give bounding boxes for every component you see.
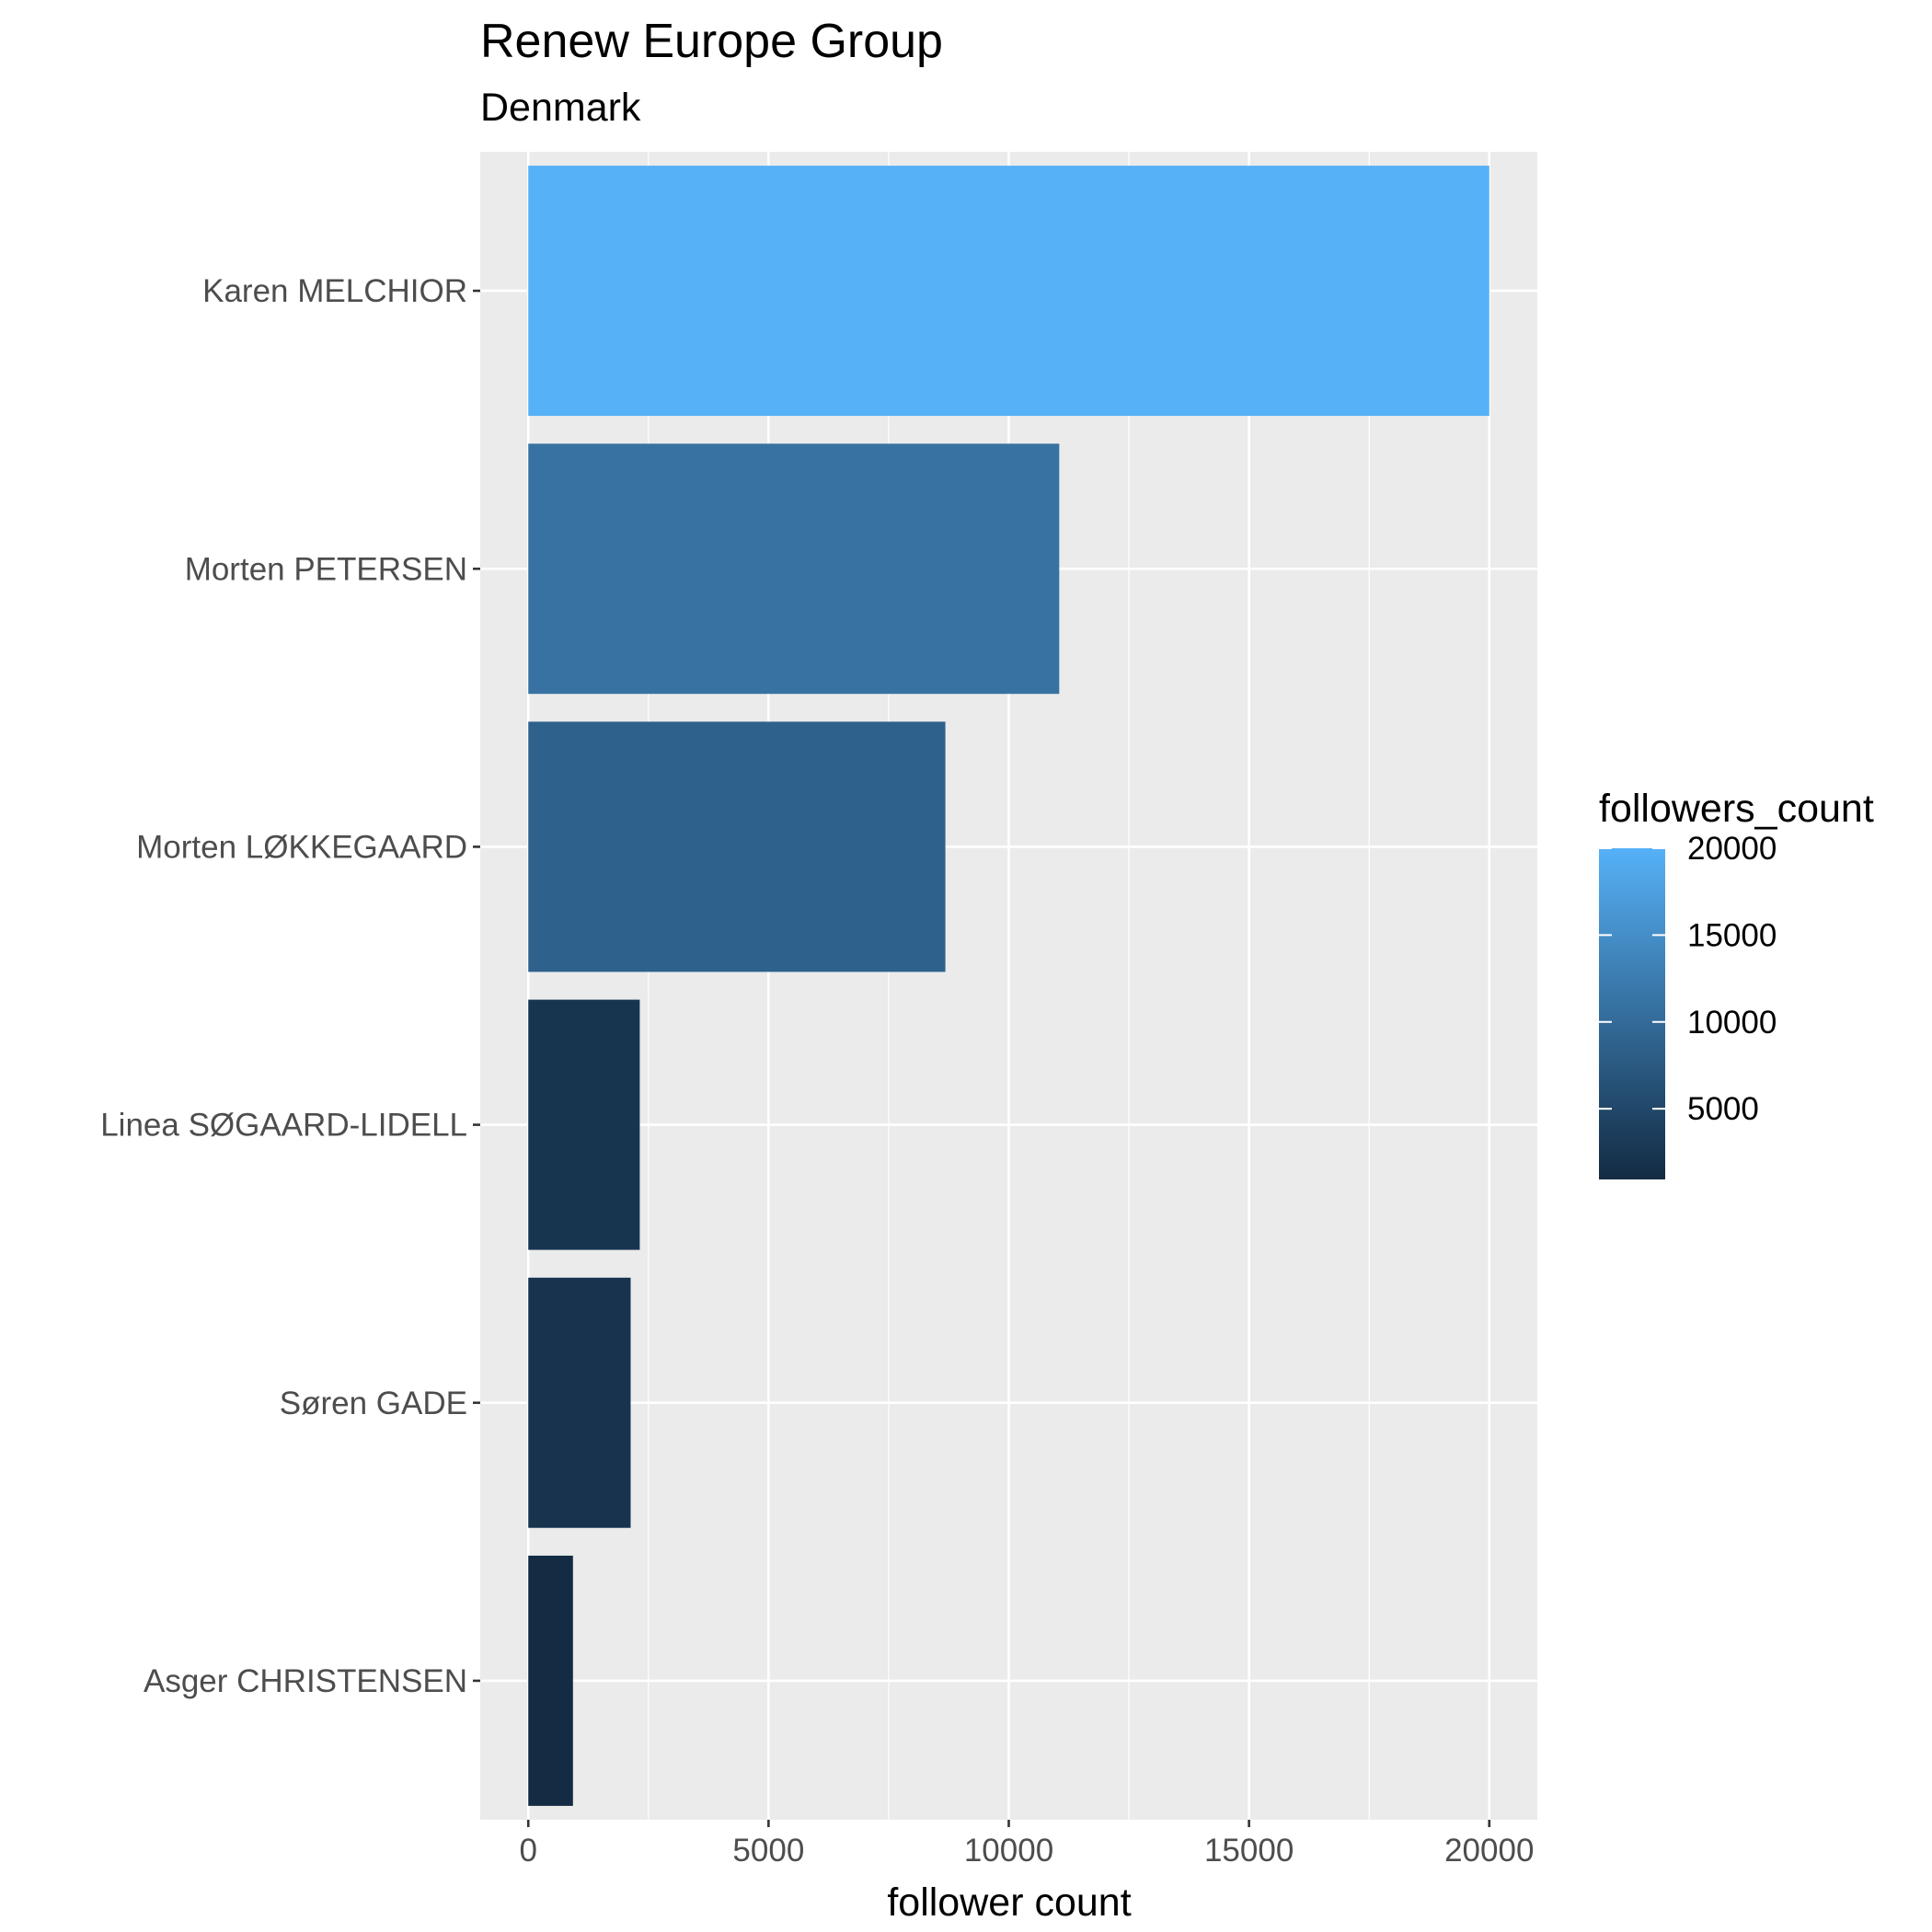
x-tick-label: 0 bbox=[519, 1833, 536, 1869]
chart-title: Renew Europe Group bbox=[480, 15, 943, 68]
legend-tick-label: 15000 bbox=[1687, 917, 1777, 953]
y-tick-label: Linea SØGAARD-LIDELL bbox=[100, 1108, 467, 1144]
y-tick-label: Karen MELCHIOR bbox=[202, 273, 467, 309]
legend-tick-label: 10000 bbox=[1687, 1005, 1777, 1041]
legend-colorbar bbox=[1599, 848, 1665, 1179]
x-tick-label: 10000 bbox=[964, 1833, 1053, 1869]
x-tick-label: 5000 bbox=[732, 1833, 804, 1869]
legend-tick-label: 5000 bbox=[1687, 1091, 1759, 1127]
y-tick-label: Morten LØKKEGAARD bbox=[136, 829, 467, 865]
x-tick-label: 20000 bbox=[1444, 1833, 1534, 1869]
y-tick-label: Asger CHRISTENSEN bbox=[144, 1663, 467, 1699]
bar bbox=[528, 1555, 573, 1806]
legend-tick-label: 20000 bbox=[1687, 831, 1777, 867]
y-tick-label: Søren GADE bbox=[280, 1386, 467, 1421]
bar bbox=[528, 1277, 631, 1528]
y-tick-label: Morten PETERSEN bbox=[185, 551, 467, 587]
x-tick-label: 15000 bbox=[1204, 1833, 1294, 1869]
bar bbox=[528, 443, 1060, 695]
chart-subtitle: Denmark bbox=[480, 86, 641, 130]
bar bbox=[528, 166, 1489, 417]
legend-title: followers_count bbox=[1599, 787, 1874, 831]
bar bbox=[528, 721, 946, 972]
x-axis-title: follower count bbox=[887, 1880, 1131, 1925]
bar bbox=[528, 999, 640, 1250]
